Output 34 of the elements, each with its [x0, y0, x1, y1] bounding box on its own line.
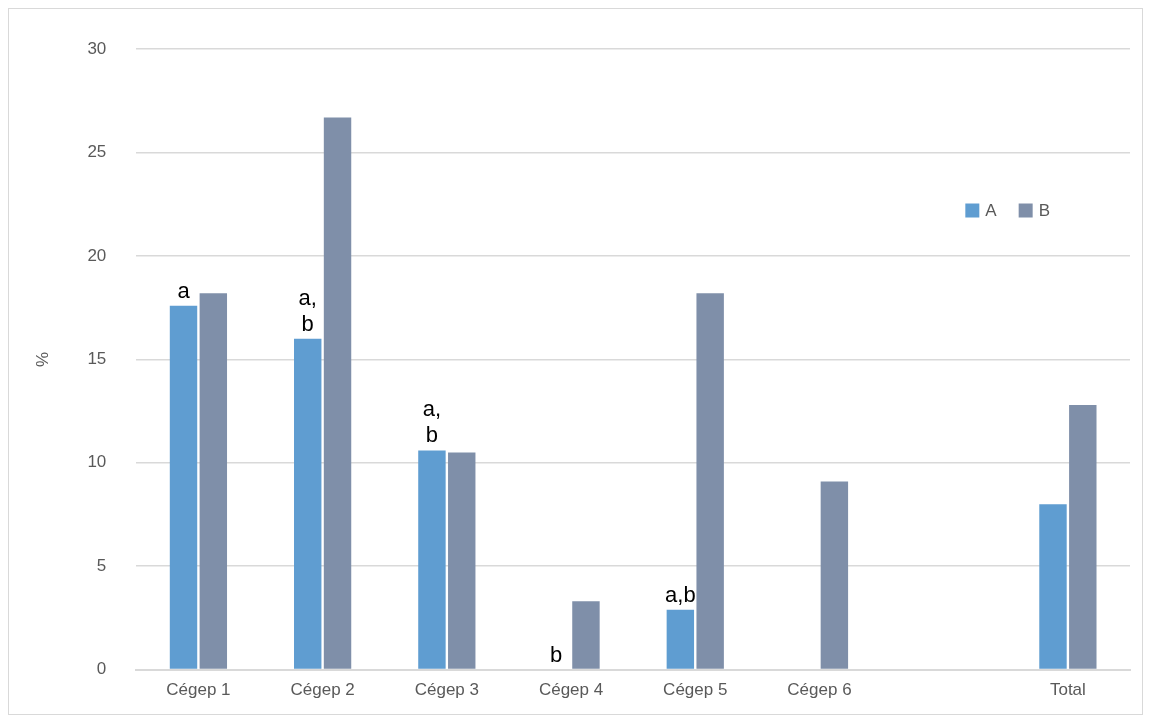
y-tick-label: 10 — [87, 452, 107, 472]
x-tick-label: Cégep 3 — [414, 680, 479, 700]
annotation: a — [177, 277, 191, 303]
bar — [169, 305, 198, 669]
bar — [1039, 504, 1067, 669]
bar — [820, 481, 849, 669]
bar — [294, 338, 322, 669]
annotation: a, b — [298, 284, 317, 336]
x-tick-label: Total — [1049, 680, 1086, 700]
x-tick-label: Cégep 2 — [290, 680, 355, 700]
x-tick-label: Cégep 6 — [787, 680, 852, 700]
bar — [199, 293, 228, 669]
annotation: b — [550, 641, 563, 667]
x-tick-label: Cégep 5 — [663, 680, 728, 700]
bar — [418, 450, 446, 669]
y-tick-label: 15 — [87, 349, 107, 369]
y-tick-label: 30 — [87, 38, 107, 58]
bar — [323, 117, 352, 669]
legend-label: B — [1038, 201, 1050, 221]
annotation: a, b — [422, 396, 442, 448]
bar — [448, 452, 476, 669]
bar — [572, 601, 600, 669]
x-tick-label: Cégep 4 — [538, 680, 604, 700]
bar — [666, 609, 695, 669]
y-tick-label: 20 — [87, 245, 107, 265]
bar — [1069, 404, 1097, 669]
y-tick-label: 0 — [96, 659, 107, 679]
x-tick-label: Cégep 1 — [166, 680, 231, 700]
y-axis-title: % — [32, 351, 52, 367]
y-tick-label: 5 — [96, 555, 107, 575]
annotation: a,b — [665, 581, 696, 607]
legend-label: A — [985, 201, 998, 221]
y-tick-label: 25 — [87, 142, 107, 162]
bar — [696, 293, 724, 669]
